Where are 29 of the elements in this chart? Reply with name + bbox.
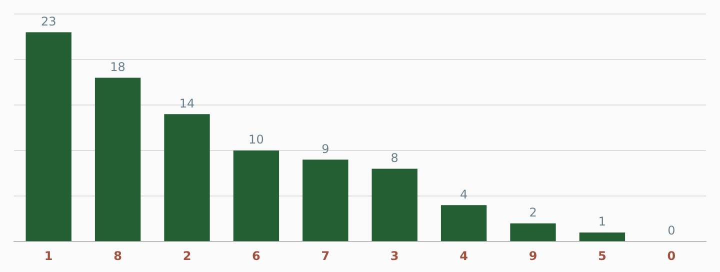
data-label: 0 — [668, 224, 676, 238]
x-tick-label: 1 — [44, 248, 53, 263]
x-tick-label: 9 — [528, 248, 538, 263]
bar — [510, 223, 556, 242]
x-tick-label: 0 — [667, 248, 676, 263]
x-tick-label: 4 — [460, 248, 468, 263]
x-tick-label: 5 — [598, 248, 606, 263]
data-label: 18 — [110, 60, 126, 74]
bar — [233, 150, 280, 242]
bar — [372, 168, 418, 242]
data-label: 4 — [460, 187, 468, 202]
data-label: 9 — [322, 142, 330, 156]
x-tick-label: 6 — [252, 248, 260, 263]
data-label: 2 — [529, 206, 537, 220]
x-tick-label: 7 — [321, 248, 330, 263]
bar — [302, 160, 348, 242]
x-tick-label: 2 — [182, 248, 192, 263]
x-tick-label: 3 — [390, 248, 399, 263]
bar — [164, 114, 210, 242]
x-tick-label: 8 — [114, 248, 122, 263]
data-label: 8 — [390, 150, 398, 165]
data-label: 23 — [40, 14, 56, 28]
data-label: 14 — [179, 96, 195, 110]
bar — [579, 232, 626, 242]
data-label: 1 — [598, 214, 606, 229]
bar — [26, 32, 72, 242]
bar — [94, 78, 141, 242]
data-label: 10 — [248, 132, 264, 147]
bar — [440, 205, 487, 242]
